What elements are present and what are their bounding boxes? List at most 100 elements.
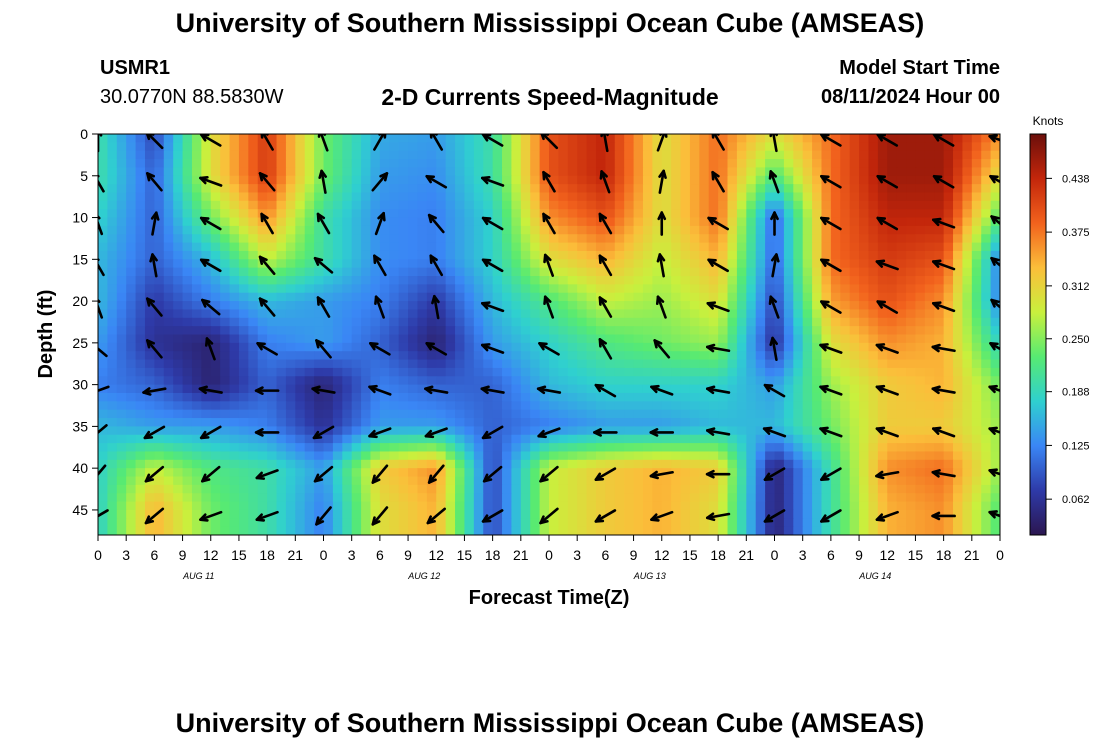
- heat-cell: [953, 468, 964, 478]
- heat-cell: [624, 501, 635, 511]
- heat-cell: [248, 451, 259, 461]
- heat-cell: [483, 359, 494, 369]
- heat-cell: [539, 509, 550, 519]
- heat-cell: [417, 167, 428, 177]
- heat-cell: [849, 418, 860, 427]
- heat-cell: [408, 418, 419, 427]
- heat-cell: [154, 401, 165, 411]
- heat-cell: [436, 234, 447, 244]
- heat-cell: [276, 418, 287, 427]
- heat-cell: [774, 259, 785, 269]
- heat-cell: [201, 167, 212, 177]
- heat-cell: [614, 459, 625, 469]
- heat-cell: [182, 526, 193, 535]
- current-arrow: [199, 258, 222, 273]
- heat-cell: [924, 501, 935, 511]
- heat-cell: [774, 384, 785, 394]
- heat-cell: [586, 234, 597, 244]
- heat-cell: [953, 175, 964, 185]
- heat-cell: [896, 334, 907, 344]
- heat-cell: [558, 200, 569, 210]
- heat-cell: [802, 259, 813, 269]
- heat-cell: [802, 225, 813, 235]
- heat-cell: [483, 401, 494, 411]
- heat-cell: [765, 301, 776, 311]
- heat-cell: [248, 334, 259, 344]
- heat-cell: [708, 409, 719, 419]
- heat-cell: [398, 367, 409, 377]
- heat-cell: [755, 184, 766, 194]
- heat-cell: [530, 292, 541, 302]
- heat-cell: [116, 451, 127, 461]
- heat-cell: [379, 384, 390, 394]
- heat-cell: [783, 167, 794, 177]
- heat-cell: [821, 367, 832, 377]
- heat-cell: [314, 159, 325, 169]
- heat-cell: [511, 242, 522, 252]
- heat-cell: [483, 159, 494, 169]
- heat-cell: [464, 334, 475, 344]
- heat-cell: [924, 493, 935, 503]
- heat-cell: [492, 418, 503, 427]
- current-arrow: [258, 172, 276, 192]
- heat-cell: [699, 192, 710, 202]
- heat-cell: [154, 217, 165, 227]
- heat-cell: [699, 317, 710, 327]
- heat-cell: [285, 150, 296, 160]
- heat-cell: [473, 359, 484, 369]
- heat-cell: [285, 476, 296, 486]
- heat-cell: [887, 259, 898, 269]
- heat-cell: [642, 509, 653, 519]
- heat-cell: [511, 217, 522, 227]
- heat-cell: [577, 451, 588, 461]
- heat-cell: [464, 493, 475, 503]
- heat-cell: [229, 367, 240, 377]
- heat-cell: [502, 134, 513, 143]
- heat-cell: [135, 259, 146, 269]
- heat-cell: [182, 509, 193, 519]
- heat-cell: [455, 451, 466, 461]
- heat-cell: [408, 259, 419, 269]
- heat-cell: [379, 284, 390, 294]
- heat-cell: [238, 150, 249, 160]
- heat-cell: [342, 426, 353, 436]
- heat-cell: [173, 134, 184, 143]
- heat-cell: [962, 476, 973, 486]
- heat-cell: [455, 284, 466, 294]
- heat-cell: [887, 167, 898, 177]
- heat-cell: [877, 501, 888, 511]
- heat-cell: [408, 242, 419, 252]
- heat-cell: [191, 150, 202, 160]
- heat-cell: [342, 192, 353, 202]
- heat-cell: [981, 384, 992, 394]
- heat-cell: [821, 225, 832, 235]
- current-arrow: [650, 510, 674, 522]
- heat-cell: [830, 334, 841, 344]
- heat-cell: [671, 359, 682, 369]
- heat-cell: [821, 484, 832, 494]
- heat-cell: [755, 334, 766, 344]
- heat-cell: [783, 392, 794, 402]
- heat-cell: [981, 301, 992, 311]
- heat-cell: [417, 209, 428, 219]
- heat-cell: [135, 392, 146, 402]
- heat-cell: [699, 392, 710, 402]
- heat-cell: [549, 150, 559, 160]
- current-arrow: [655, 295, 667, 319]
- heat-cell: [661, 276, 672, 285]
- heat-cell: [173, 351, 184, 361]
- heat-cell: [924, 351, 935, 361]
- heat-cell: [257, 292, 268, 302]
- heat-cell: [417, 301, 428, 311]
- heat-cell: [953, 326, 964, 336]
- heat-cell: [793, 392, 804, 402]
- heat-cell: [398, 150, 409, 160]
- heat-cell: [408, 376, 419, 386]
- heat-cell: [981, 276, 992, 285]
- heat-cell: [351, 192, 362, 202]
- x-tick-label: 12: [879, 547, 895, 563]
- heat-cell: [191, 526, 202, 535]
- heat-cell: [774, 309, 785, 319]
- heat-cell: [398, 167, 409, 177]
- heat-cell: [793, 209, 804, 219]
